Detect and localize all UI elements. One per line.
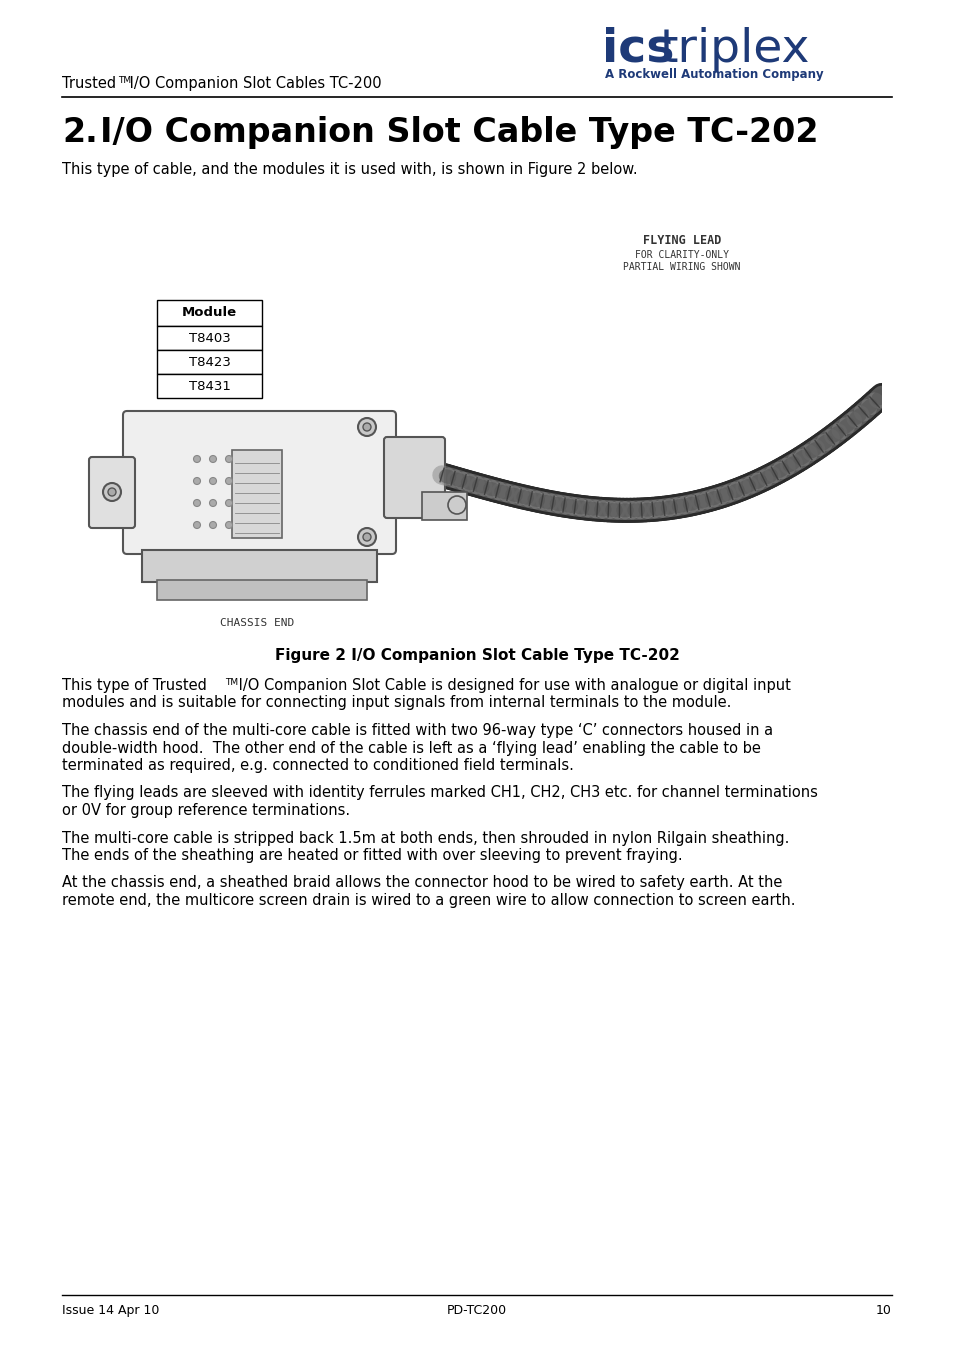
Bar [421, 492, 467, 520]
Text: The multi-core cable is stripped back 1.5m at both ends, then shrouded in nylon : The multi-core cable is stripped back 1.… [62, 831, 788, 846]
Text: remote end, the multicore screen drain is wired to a green wire to allow connect: remote end, the multicore screen drain i… [62, 893, 795, 908]
Text: or 0V for group reference terminations.: or 0V for group reference terminations. [62, 802, 350, 817]
Text: This type of Trusted: This type of Trusted [62, 678, 207, 693]
Text: A Rockwell Automation Company: A Rockwell Automation Company [604, 68, 822, 81]
Circle shape [210, 477, 216, 485]
Circle shape [357, 417, 375, 436]
Text: Figure 2 I/O Companion Slot Cable Type TC-202: Figure 2 I/O Companion Slot Cable Type T… [274, 648, 679, 663]
Circle shape [225, 455, 233, 462]
Text: I/O Companion Slot Cable is designed for use with analogue or digital input: I/O Companion Slot Cable is designed for… [233, 678, 790, 693]
Text: The chassis end of the multi-core cable is fitted with two 96-way type ‘C’ conne: The chassis end of the multi-core cable … [62, 723, 772, 738]
Text: FOR CLARITY-ONLY: FOR CLARITY-ONLY [635, 250, 728, 259]
Text: This type of cable, and the modules it is used with, is shown in Figure 2 below.: This type of cable, and the modules it i… [62, 162, 637, 177]
Circle shape [225, 521, 233, 528]
Text: 10: 10 [875, 1304, 891, 1317]
Circle shape [193, 477, 200, 485]
Circle shape [193, 521, 200, 528]
Text: I/O Companion Slot Cables TC-200: I/O Companion Slot Cables TC-200 [125, 76, 381, 91]
Text: TM: TM [225, 678, 238, 688]
Text: double-width hood.  The other end of the cable is left as a ‘flying lead’ enabli: double-width hood. The other end of the … [62, 740, 760, 755]
Bar [157, 300, 262, 326]
Circle shape [103, 484, 121, 501]
Circle shape [225, 500, 233, 507]
Text: TM: TM [118, 76, 131, 85]
Bar [232, 450, 282, 538]
Text: I/O Companion Slot Cable Type TC-202: I/O Companion Slot Cable Type TC-202 [100, 116, 818, 149]
Bar [157, 374, 262, 399]
Text: T8403: T8403 [189, 331, 230, 345]
Text: PARTIAL WIRING SHOWN: PARTIAL WIRING SHOWN [622, 262, 740, 272]
Text: Module: Module [182, 307, 236, 319]
FancyBboxPatch shape [123, 411, 395, 554]
Text: terminated as required, e.g. connected to conditioned field terminals.: terminated as required, e.g. connected t… [62, 758, 574, 773]
Bar [157, 326, 262, 350]
Bar [157, 580, 367, 600]
FancyBboxPatch shape [89, 457, 135, 528]
Text: CHASSIS END: CHASSIS END [219, 617, 294, 628]
FancyBboxPatch shape [384, 436, 444, 517]
Circle shape [108, 488, 116, 496]
Circle shape [210, 521, 216, 528]
Text: The ends of the sheathing are heated or fitted with over sleeving to prevent fra: The ends of the sheathing are heated or … [62, 848, 682, 863]
Bar [157, 350, 262, 374]
Text: modules and is suitable for connecting input signals from internal terminals to : modules and is suitable for connecting i… [62, 696, 731, 711]
Text: At the chassis end, a sheathed braid allows the connector hood to be wired to sa: At the chassis end, a sheathed braid all… [62, 875, 781, 890]
Text: T8423: T8423 [189, 355, 231, 369]
Circle shape [363, 423, 371, 431]
Text: The flying leads are sleeved with identity ferrules marked CH1, CH2, CH3 etc. fo: The flying leads are sleeved with identi… [62, 785, 817, 801]
Text: Trusted: Trusted [62, 76, 116, 91]
Text: ics: ics [601, 27, 674, 72]
Circle shape [210, 500, 216, 507]
Circle shape [210, 455, 216, 462]
Bar [142, 550, 376, 582]
Text: T8431: T8431 [189, 380, 231, 393]
Circle shape [193, 455, 200, 462]
Text: FLYING LEAD: FLYING LEAD [642, 234, 720, 246]
Text: 2.: 2. [62, 116, 97, 149]
Circle shape [225, 477, 233, 485]
Text: Issue 14 Apr 10: Issue 14 Apr 10 [62, 1304, 159, 1317]
Circle shape [357, 528, 375, 546]
Text: PD-TC200: PD-TC200 [446, 1304, 507, 1317]
Text: triplex: triplex [659, 27, 810, 72]
Circle shape [193, 500, 200, 507]
Circle shape [363, 534, 371, 540]
